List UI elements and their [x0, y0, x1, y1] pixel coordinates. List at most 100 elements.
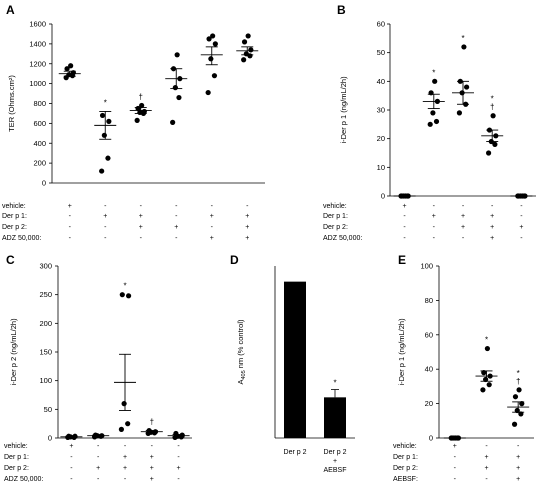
- panel-b-cond-mark-3-4: -: [520, 235, 523, 242]
- panel-a-cond-mark-0-4: -: [211, 203, 214, 210]
- panel-b-ytick-label-6: 60: [377, 20, 385, 29]
- panel-b-cond-label-3: ADZ 50,000:: [323, 235, 362, 242]
- panel-a-ytick-label-8: 1600: [29, 20, 46, 29]
- panel-a-point-2-5: [139, 102, 145, 109]
- panel-a-cond-mark-2-0: -: [69, 224, 72, 231]
- panel-e-cond-label-3: AEBSF:: [393, 476, 418, 483]
- panel-c-ytick-label-6: 300: [39, 262, 52, 271]
- panel-c-ytick-label-2: 100: [39, 376, 52, 385]
- panel-b-cond-mark-2-3: +: [490, 224, 494, 231]
- panel-a-point-4-3: [212, 41, 218, 47]
- panel-c-cond-mark-2-1: +: [96, 465, 100, 472]
- panel-c-cond-label-1: Der p 1:: [4, 454, 29, 461]
- panel-a-point-1-4: [99, 112, 106, 119]
- panel-c-cond-mark-0-1: -: [97, 443, 100, 450]
- panel-b-point-3-5: [490, 113, 496, 119]
- panel-c-cond-mark-3-4: -: [177, 476, 180, 483]
- panel-c-cond-label-0: vehicle:: [4, 443, 28, 450]
- panel-a-cond-mark-2-4: -: [211, 224, 214, 231]
- panel-b-cond-mark-0-3: -: [491, 203, 494, 210]
- panel-c-cond-label-2: Der p 2:: [4, 465, 29, 472]
- panel-a-point-0-5: [68, 63, 74, 69]
- panel-d-y-label: A405 nm (% control): [236, 319, 247, 385]
- panel-a-cond-label-2: Der p 2:: [2, 224, 27, 231]
- panel-a-ytick-label-0: 0: [42, 179, 46, 188]
- panel-a-point-5-2: [243, 51, 249, 57]
- panel-c-cond-mark-1-1: -: [97, 454, 100, 461]
- panel-a-point-4-5: [210, 33, 216, 39]
- panel-a-point-3-5: [174, 52, 180, 58]
- panel-a-cond-mark-1-3: -: [175, 213, 178, 220]
- panel-c-cond-mark-1-2: +: [123, 454, 127, 461]
- panel-a-point-5-3: [248, 47, 254, 53]
- panel-a-sig-1-0: *: [104, 98, 107, 107]
- panel-b-cond-label-0: vehicle:: [323, 203, 347, 210]
- panel-a-point-2-0: [134, 117, 140, 123]
- panel-b-ytick-label-1: 10: [377, 163, 385, 172]
- panel-b-cond-mark-0-2: -: [462, 203, 465, 210]
- panel-e-cond-label-2: Der p 2:: [393, 465, 418, 472]
- panel-c-ytick-label-3: 150: [39, 348, 52, 357]
- panel-b-point-2-5: [461, 44, 467, 50]
- panel-a-cond-mark-0-5: -: [246, 203, 249, 210]
- panel-e-cond-mark-2-2: +: [516, 465, 520, 472]
- panel-e-cond-mark-3-0: -: [454, 476, 457, 483]
- panel-a-cond-mark-0-1: -: [104, 203, 107, 210]
- panel-a-cond-mark-1-5: +: [245, 213, 249, 220]
- panel-a-cond-mark-1-2: +: [139, 213, 143, 220]
- panel-d-chart: D A405 nm (% control) Der p 2 * Der p 2 + AEBS…: [230, 253, 355, 474]
- panel-c-cond-mark-1-0: -: [70, 454, 73, 461]
- panel-e-point-2-5: [516, 387, 522, 393]
- panel-e-cond-mark-0-2: -: [517, 443, 520, 450]
- panel-d-sig-1: *: [333, 379, 336, 388]
- panel-a-point-4-0: [205, 89, 211, 96]
- panel-a-point-3-0: [170, 119, 176, 125]
- panel-c-cond-mark-1-4: -: [177, 454, 180, 461]
- panel-e-ytick-label-2: 40: [425, 365, 433, 374]
- panel-a-point-1-3: [106, 118, 112, 124]
- panel-b-chart: Bi-Der p 1 (ng/mL/2h) 0 10 20 30 40 50 60 + - - - * -…: [323, 3, 536, 242]
- panel-e-point-2-4: [512, 394, 519, 400]
- panel-a-point-4-4: [206, 36, 212, 42]
- panel-a-point-1-0: [99, 168, 105, 174]
- panel-d-letter: D: [230, 253, 239, 267]
- panel-c-point-2-1: [125, 421, 131, 427]
- panel-e-ytick-label-5: 100: [420, 262, 433, 271]
- panel-c-sig-3-0: †: [150, 418, 154, 427]
- panel-b-point-2-3: [464, 84, 470, 90]
- panel-e-sig-1-0: *: [485, 336, 488, 345]
- panel-b-ytick-label-2: 20: [377, 134, 385, 143]
- panel-a-cond-mark-0-3: -: [175, 203, 178, 210]
- panel-a-point-4-1: [211, 73, 218, 79]
- panel-c-point-2-3: [126, 293, 132, 299]
- panel-c-cond-mark-2-4: +: [177, 465, 181, 472]
- panel-b-cond-mark-1-4: -: [520, 213, 523, 220]
- panel-b-cond-label-2: Der p 2:: [323, 224, 348, 231]
- panel-a-point-5-0: [241, 57, 247, 63]
- panel-b-cond-mark-1-1: +: [432, 213, 436, 220]
- panel-a-point-0-4: [64, 66, 70, 72]
- panel-a-cond-mark-2-2: +: [139, 224, 143, 231]
- panel-b-ytick-label-5: 50: [377, 48, 385, 57]
- panel-a-ytick-label-1: 200: [33, 159, 46, 168]
- panel-a-cond-mark-3-3: -: [175, 235, 178, 242]
- panel-e-point-1-0: [480, 387, 486, 393]
- panel-c-cond-mark-1-3: +: [150, 454, 154, 461]
- panel-d-cat-plus-1: +: [333, 458, 337, 465]
- panel-e-cond-mark-2-0: -: [454, 465, 457, 472]
- panel-e-cond-mark-3-1: -: [485, 476, 488, 483]
- panel-e-letter: E: [398, 253, 406, 267]
- panel-e-ytick-label-3: 60: [425, 330, 433, 339]
- panel-b-point-1-1: [433, 118, 440, 125]
- panel-e-point-1-5: [484, 345, 490, 352]
- panel-c-cond-mark-3-3: +: [150, 476, 154, 483]
- panel-a-cond-mark-3-0: -: [69, 235, 72, 242]
- panel-a-point-1-2: [101, 132, 107, 138]
- panel-a-cond-label-1: Der p 1:: [2, 213, 27, 220]
- panel-b-cond-mark-3-2: -: [462, 235, 465, 242]
- panel-b-cond-mark-1-0: -: [403, 213, 406, 220]
- panel-c-cond-mark-3-1: -: [97, 476, 100, 483]
- panel-a-cond-mark-2-5: +: [245, 224, 249, 231]
- panel-e-cond-mark-0-0: +: [453, 443, 457, 450]
- panel-b-sig-2-0: *: [461, 34, 464, 43]
